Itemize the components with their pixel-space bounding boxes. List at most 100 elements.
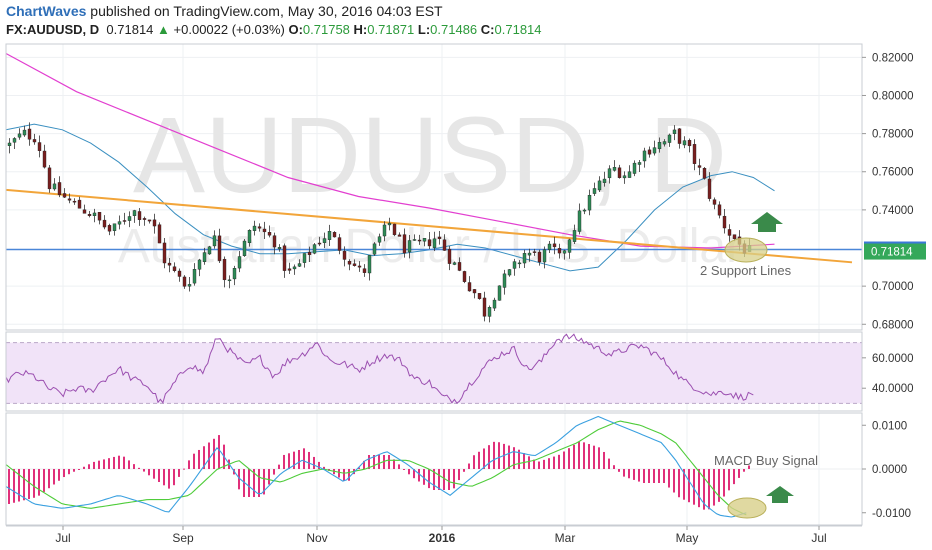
support-lines-annotation: 2 Support Lines	[700, 263, 792, 278]
published-text: published on TradingView.com, May 30, 20…	[90, 3, 443, 19]
rsi-line	[5, 333, 754, 404]
up-arrow-icon	[751, 212, 783, 232]
price-tick-label: 0.82000	[872, 52, 914, 64]
macd-histogram-bar	[68, 469, 70, 475]
rsi-tick-label: 60.0000	[872, 353, 914, 365]
price-tick-label: 0.78000	[872, 129, 914, 141]
candle-body	[332, 232, 337, 238]
candle-body	[67, 198, 72, 201]
candle-body	[357, 265, 362, 268]
macd-histogram-bar	[143, 469, 145, 472]
candle-body	[632, 162, 637, 174]
macd-histogram-bar	[388, 455, 390, 469]
macd-histogram-bar	[103, 459, 105, 469]
macd-histogram-bar	[613, 465, 615, 469]
price-pane	[5, 52, 862, 323]
macd-histogram-bar	[653, 469, 655, 483]
macd-histogram-bar	[738, 469, 740, 478]
macd-buy-signal-annotation: MACD Buy Signal	[714, 453, 818, 468]
candle-body	[172, 266, 177, 271]
macd-histogram-bar	[53, 469, 55, 485]
x-tick-label: Jul	[55, 531, 70, 545]
candle-body	[107, 225, 112, 232]
candle-body	[162, 242, 167, 264]
macd-histogram-bar	[468, 463, 470, 469]
macd-histogram-bar	[398, 464, 400, 469]
candle-body	[512, 261, 517, 269]
candle-body	[687, 139, 692, 147]
candle-body	[682, 140, 687, 146]
candle-body	[657, 142, 662, 150]
candle-body	[92, 212, 97, 217]
candle-body	[372, 243, 377, 255]
pane-frame	[5, 43, 863, 331]
macd-histogram-bar	[48, 469, 50, 489]
macd-histogram-bar	[623, 469, 625, 477]
candle-body	[82, 209, 87, 214]
candle-body	[542, 249, 547, 263]
candle-body	[367, 255, 372, 274]
candle-body	[352, 263, 357, 266]
macd-histogram-bar	[378, 455, 380, 469]
macd-histogram-bar	[488, 445, 490, 469]
candle-body	[7, 142, 12, 146]
macd-histogram-bar	[188, 460, 190, 469]
macd-histogram-bar	[413, 469, 415, 479]
candle-body	[217, 235, 222, 261]
macd-histogram-bar	[78, 469, 80, 470]
price-tick-label: 0.76000	[872, 167, 914, 179]
candle-body	[297, 263, 302, 267]
candle-body	[17, 133, 22, 138]
candle-body	[642, 150, 647, 162]
candle-body	[97, 211, 102, 221]
candle-body	[337, 237, 342, 251]
macd-histogram-bar	[498, 442, 500, 469]
macd-histogram-bar	[668, 469, 670, 488]
candle-body	[102, 219, 107, 228]
macd-histogram-bar	[153, 469, 155, 479]
close-label: C:	[480, 22, 495, 37]
macd-histogram-bar	[458, 469, 460, 481]
candle-body	[647, 149, 652, 155]
macd-histogram-bar	[313, 456, 315, 469]
candle-body	[602, 178, 607, 183]
up-arrow-icon: ▲	[157, 22, 170, 37]
publish-header: ChartWaves published on TradingView.com,…	[6, 3, 443, 19]
macd-tick-label: -0.0100	[872, 508, 911, 520]
open-label: O:	[288, 22, 303, 37]
candle-body	[227, 279, 232, 282]
x-tick-label: Mar	[555, 531, 576, 545]
macd-histogram-bar	[93, 461, 95, 469]
macd-histogram-bar	[368, 455, 370, 469]
candle-body	[327, 231, 332, 240]
candle-body	[447, 248, 452, 264]
macd-histogram-bar	[573, 444, 575, 469]
price-tick-label: 0.74000	[872, 205, 914, 217]
macd-histogram-bar	[178, 469, 180, 477]
candle-body	[572, 230, 577, 242]
candle-body	[47, 167, 52, 190]
macd-histogram-bar	[198, 449, 200, 469]
macd-histogram-bar	[463, 469, 465, 472]
low-label: L:	[417, 22, 431, 37]
candle-body	[597, 180, 602, 191]
brand-name[interactable]: ChartWaves	[6, 3, 87, 19]
macd-histogram-bar	[58, 469, 60, 481]
sma-short-line	[5, 123, 775, 272]
candle-body	[637, 162, 642, 165]
macd-histogram-bar	[323, 466, 325, 469]
candle-body	[457, 262, 462, 271]
candle-body	[667, 134, 672, 143]
candle-body	[212, 235, 217, 247]
low-value: 0.71486	[430, 22, 478, 37]
macd-histogram-bar	[258, 469, 260, 497]
candle-body	[147, 219, 152, 222]
candle-body	[692, 144, 697, 164]
macd-histogram-bar	[248, 469, 250, 497]
candle-body	[702, 168, 707, 179]
candle-body	[587, 195, 592, 211]
macd-histogram-bar	[593, 445, 595, 469]
candle-body	[57, 182, 62, 195]
candle-body	[442, 239, 447, 251]
